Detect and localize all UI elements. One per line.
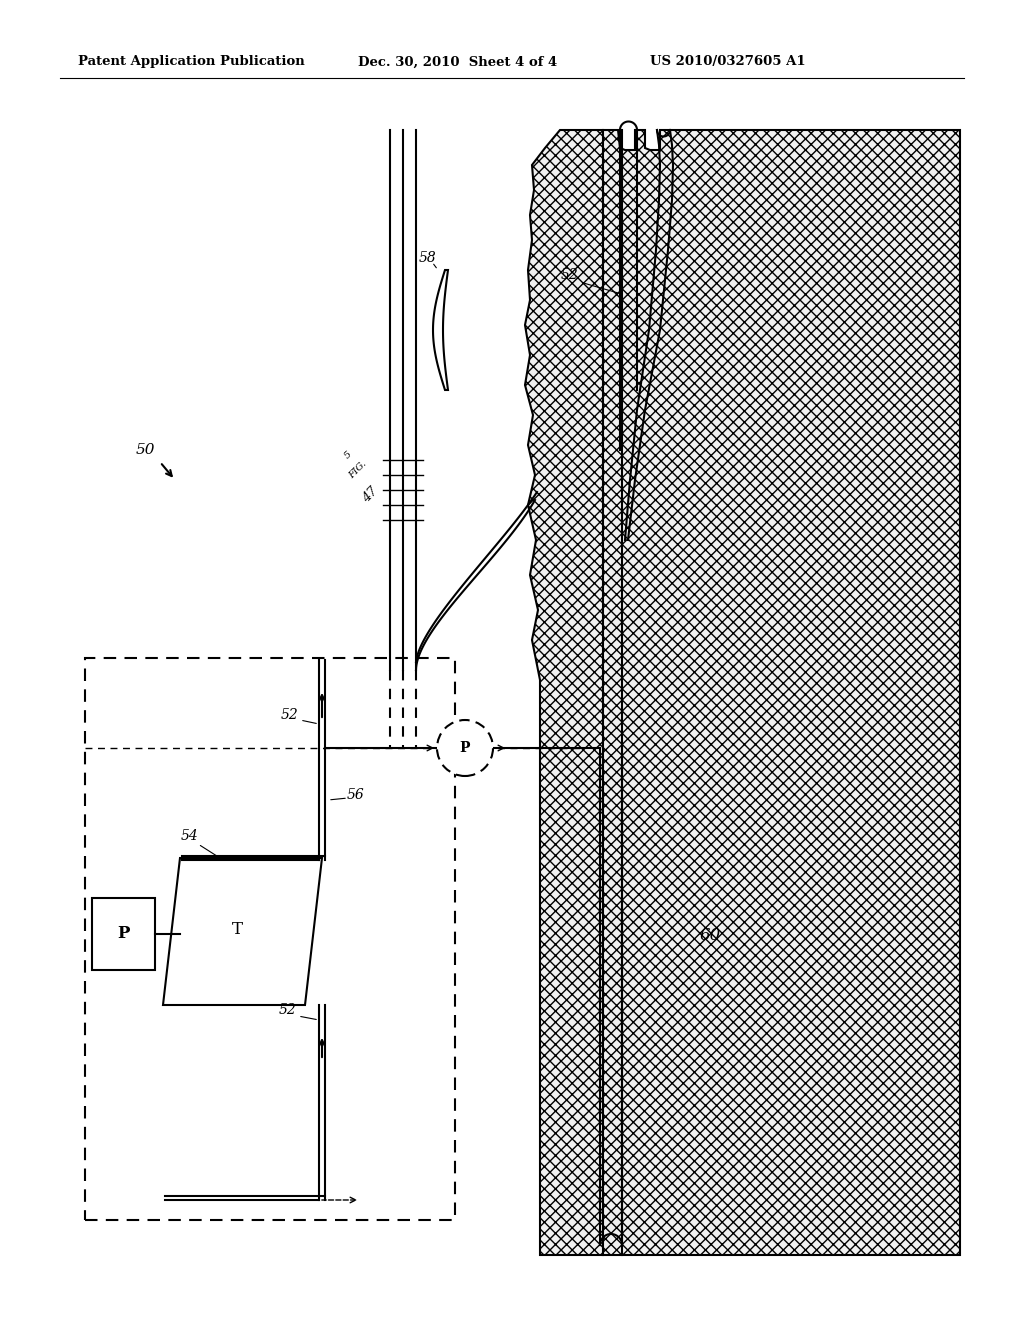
Text: 60: 60: [699, 927, 721, 944]
Text: Patent Application Publication: Patent Application Publication: [78, 55, 305, 69]
Text: 47: 47: [359, 484, 380, 506]
Text: 58: 58: [419, 251, 437, 265]
Circle shape: [437, 719, 493, 776]
Text: 52: 52: [280, 1003, 297, 1016]
Text: 50: 50: [135, 444, 155, 457]
Text: 52: 52: [561, 268, 579, 282]
Polygon shape: [525, 129, 961, 1255]
Polygon shape: [163, 858, 322, 1005]
Text: T: T: [231, 921, 243, 939]
Text: US 2010/0327605 A1: US 2010/0327605 A1: [650, 55, 806, 69]
Text: Dec. 30, 2010  Sheet 4 of 4: Dec. 30, 2010 Sheet 4 of 4: [358, 55, 557, 69]
Text: 5: 5: [343, 450, 353, 461]
Bar: [85, 657, 455, 1220]
Polygon shape: [433, 271, 449, 389]
Text: 54: 54: [181, 829, 199, 843]
Text: 52: 52: [282, 708, 299, 722]
Bar: [92, 898, 155, 970]
Text: P: P: [118, 925, 130, 942]
Text: P: P: [460, 741, 470, 755]
Text: 56: 56: [347, 788, 365, 803]
Text: FIG.: FIG.: [347, 459, 369, 480]
